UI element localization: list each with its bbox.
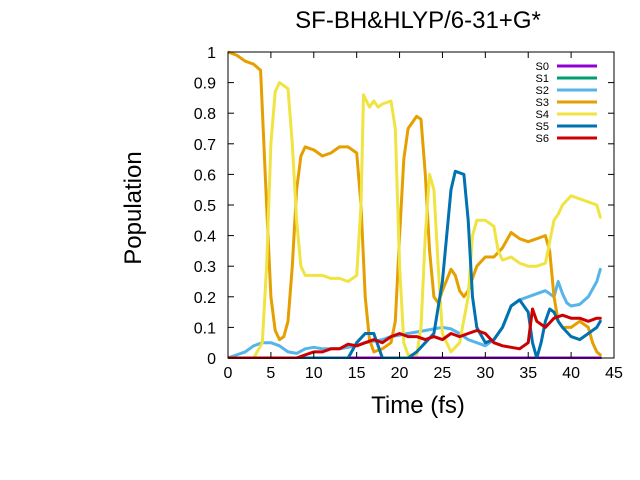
y-tick-label: 0.5 <box>194 198 216 215</box>
series-line-s6 <box>228 307 602 359</box>
x-tick-label: 5 <box>266 365 275 382</box>
legend-label-s5: S5 <box>536 121 549 133</box>
legend-label-s6: S6 <box>536 133 549 145</box>
series-line-s4 <box>228 81 602 359</box>
y-tick-label: 0.6 <box>194 167 216 184</box>
x-tick-label: 20 <box>391 365 409 382</box>
y-tick-label: 0.8 <box>194 106 216 123</box>
x-tick-label: 25 <box>434 365 452 382</box>
y-tick-label: 0.7 <box>194 137 216 154</box>
legend-label-s0: S0 <box>536 61 549 73</box>
chart-title: SF-BH&HLYP/6-31+G* <box>295 7 541 34</box>
x-tick-label: 10 <box>305 365 323 382</box>
y-tick-label: 0.2 <box>194 290 216 307</box>
series-line-s2 <box>228 267 602 359</box>
plot-area: 0 5 10 15 20 25 30 35 40 45 0 0.1 0.2 0.3 0.4 0.5 0.6 0.7… <box>194 45 623 382</box>
x-tick-label: 0 <box>224 365 233 382</box>
legend-label-s4: S4 <box>536 109 549 121</box>
x-tick-label: 15 <box>348 365 366 382</box>
x-tick-label: 35 <box>519 365 537 382</box>
legend-label-s3: S3 <box>536 97 549 109</box>
y-tick-label: 1 <box>207 45 216 62</box>
x-tick-label: 40 <box>562 365 580 382</box>
series-line-s3 <box>228 50 602 357</box>
y-tick-label: 0.3 <box>194 259 216 276</box>
legend-label-s2: S2 <box>536 85 549 97</box>
y-tick-label: 0 <box>207 351 216 368</box>
x-axis-label: Time (fs) <box>371 392 465 419</box>
legend-label-s1: S1 <box>536 73 549 85</box>
x-tick-label: 45 <box>605 365 623 382</box>
x-tick-label: 30 <box>476 365 494 382</box>
y-axis-label: Population <box>120 151 147 264</box>
y-tick-label: 0.1 <box>194 320 216 337</box>
y-tick-label: 0.9 <box>194 76 216 93</box>
y-tick-label: 0.4 <box>194 229 216 246</box>
